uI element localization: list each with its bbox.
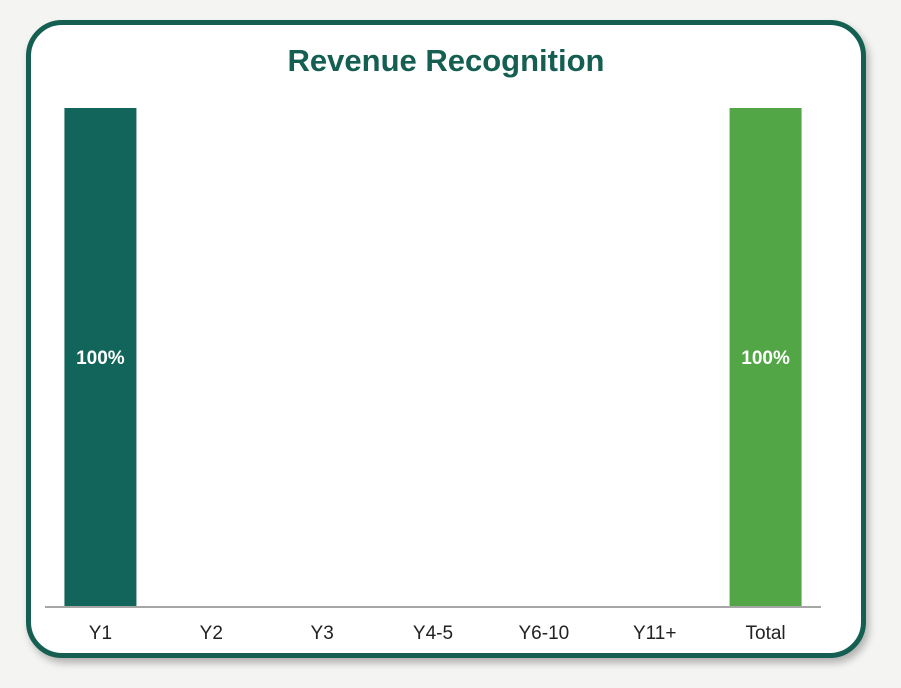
bars-layer: [64, 108, 802, 606]
data-label-y1: 100%: [76, 348, 125, 369]
bar-total: [729, 108, 802, 606]
bar-y1: [64, 108, 137, 606]
chart-card: Revenue Recognition 100% Y1 Y2 Y3 Y4-5 Y6-10 Y…: [26, 20, 866, 658]
data-label-total: 100%: [741, 348, 790, 369]
chart-title: Revenue Recognition: [287, 43, 605, 78]
x-tick-label-y11-: Y11+: [633, 623, 677, 644]
x-tick-label-y4-5: Y4-5: [413, 623, 453, 644]
x-tick-label-y3: Y3: [311, 623, 334, 644]
bar-chart: 100% Y1 Y2 Y3 Y4-5 Y6-10 Y11+ 100% Total: [45, 108, 821, 644]
labels-layer: 100% Y1 Y2 Y3 Y4-5 Y6-10 Y11+ 100% Total: [76, 348, 790, 644]
x-tick-label-y6-10: Y6-10: [519, 623, 570, 644]
x-tick-label-y2: Y2: [200, 623, 223, 644]
x-tick-label-y1: Y1: [89, 623, 112, 644]
x-tick-label-total: Total: [746, 623, 786, 644]
